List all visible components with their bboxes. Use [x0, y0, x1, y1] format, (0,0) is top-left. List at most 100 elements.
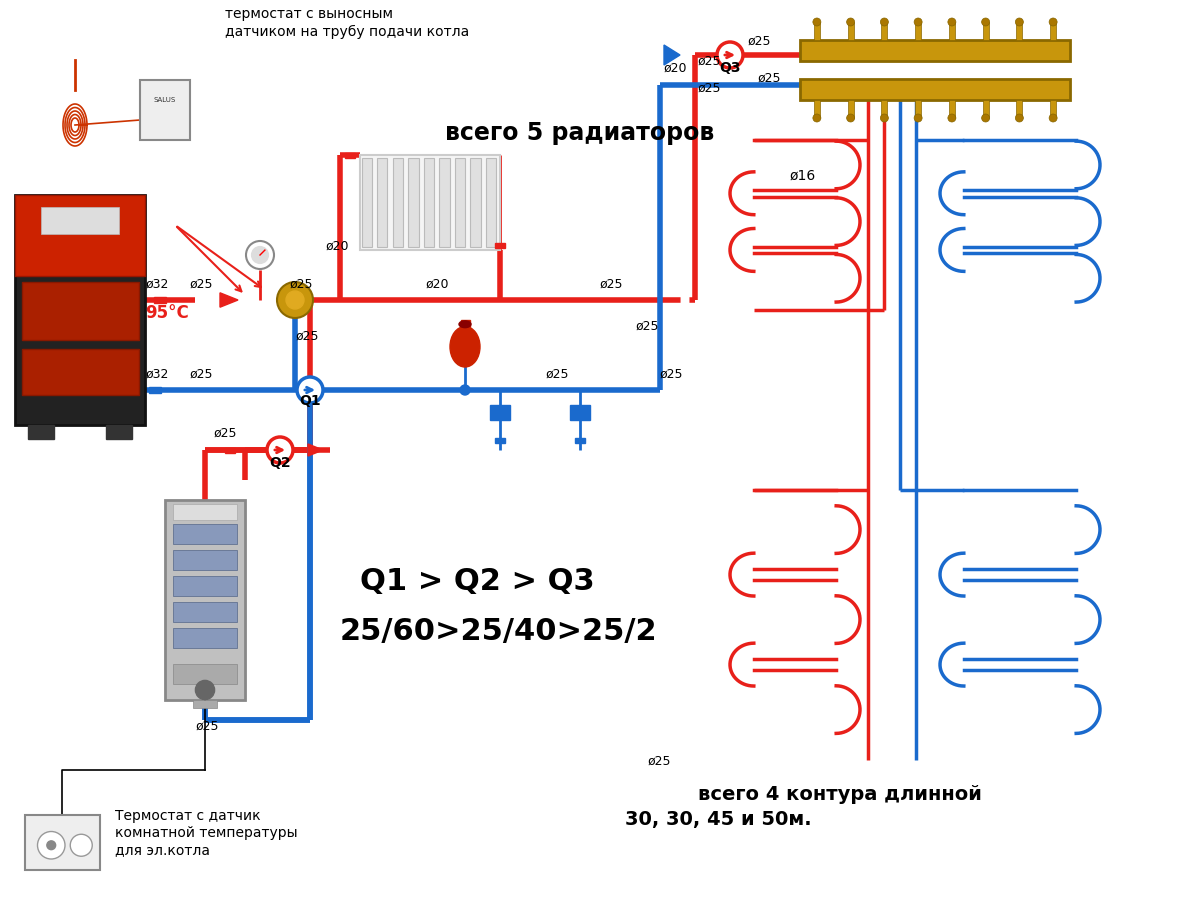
Text: ø25: ø25	[758, 72, 782, 85]
Circle shape	[813, 114, 821, 122]
Bar	[378, 158, 387, 247]
Circle shape	[71, 834, 92, 856]
Bar	[881, 100, 887, 118]
Text: ø25: ø25	[189, 368, 213, 381]
Circle shape	[880, 114, 888, 122]
Bar	[948, 22, 954, 40]
Circle shape	[880, 18, 888, 26]
Circle shape	[846, 114, 855, 122]
Text: ø25: ø25	[698, 55, 722, 68]
Text: 95°C: 95°C	[145, 304, 188, 322]
Text: ø25: ø25	[698, 82, 722, 95]
Bar	[495, 242, 505, 248]
Bar	[173, 524, 237, 544]
Bar	[149, 387, 161, 393]
Circle shape	[37, 832, 65, 859]
Polygon shape	[664, 45, 680, 65]
Bar	[1017, 22, 1023, 40]
Bar	[423, 158, 434, 247]
Circle shape	[460, 385, 470, 395]
Bar	[490, 405, 510, 420]
Bar	[454, 158, 465, 247]
Bar	[800, 40, 1070, 61]
Bar	[1017, 100, 1023, 118]
Text: Термостат с датчик: Термостат с датчик	[115, 809, 260, 823]
Text: всего 4 контура длинной: всего 4 контура длинной	[698, 785, 982, 804]
Text: ø20: ø20	[664, 62, 687, 75]
Circle shape	[277, 282, 313, 318]
Bar	[848, 22, 854, 40]
Circle shape	[47, 841, 55, 850]
Text: ø25: ø25	[647, 755, 671, 768]
Text: термостат с выносным: термостат с выносным	[225, 7, 393, 21]
Bar	[41, 206, 119, 234]
Text: комнатной температуры: комнатной температуры	[115, 826, 297, 840]
Bar	[486, 158, 496, 247]
Bar	[983, 22, 989, 40]
Bar	[140, 80, 189, 140]
Text: ø25: ø25	[600, 278, 623, 291]
Bar	[495, 437, 505, 443]
Bar	[814, 100, 820, 118]
Bar	[360, 155, 500, 250]
Bar	[16, 195, 145, 425]
Bar	[470, 158, 481, 247]
Bar	[570, 405, 590, 420]
Text: ø20: ø20	[424, 278, 448, 291]
Bar	[25, 815, 100, 870]
Bar	[22, 283, 139, 340]
Circle shape	[982, 114, 989, 122]
Bar	[173, 602, 237, 622]
Circle shape	[252, 247, 269, 264]
Text: ø25: ø25	[295, 330, 319, 343]
Text: ø25: ø25	[635, 320, 658, 333]
Text: ø25: ø25	[213, 427, 236, 440]
Text: SALUS: SALUS	[153, 97, 176, 103]
Circle shape	[948, 114, 956, 122]
Circle shape	[287, 291, 305, 309]
Text: ø32: ø32	[145, 368, 168, 381]
Text: ø25: ø25	[290, 278, 313, 291]
Circle shape	[813, 18, 821, 26]
Bar	[1050, 22, 1056, 40]
Text: ø32: ø32	[145, 278, 168, 291]
Bar	[173, 504, 237, 520]
Bar	[948, 100, 954, 118]
Bar	[106, 425, 132, 439]
Polygon shape	[308, 444, 323, 456]
Bar	[800, 79, 1070, 100]
Bar	[28, 425, 54, 439]
Text: Q1 > Q2 > Q3: Q1 > Q2 > Q3	[360, 567, 595, 596]
Circle shape	[914, 18, 922, 26]
Circle shape	[914, 114, 922, 122]
Bar	[16, 195, 145, 275]
Polygon shape	[219, 292, 237, 307]
Circle shape	[982, 18, 989, 26]
Bar	[439, 158, 450, 247]
Text: 25/60>25/40>25/2: 25/60>25/40>25/2	[341, 617, 657, 646]
Circle shape	[846, 18, 855, 26]
Bar	[814, 22, 820, 40]
Bar	[915, 100, 921, 118]
Bar	[576, 437, 585, 443]
Circle shape	[267, 437, 293, 463]
Text: Q2: Q2	[270, 456, 291, 470]
Bar	[173, 664, 237, 684]
Bar	[165, 500, 245, 700]
Bar	[881, 22, 887, 40]
Text: ø20: ø20	[325, 240, 349, 253]
Text: ø25: ø25	[659, 368, 683, 381]
Text: ø25: ø25	[189, 278, 213, 291]
Ellipse shape	[459, 321, 471, 328]
Bar	[915, 22, 921, 40]
Text: ø25: ø25	[748, 35, 771, 48]
Text: ø25: ø25	[546, 368, 568, 381]
Bar	[173, 628, 237, 648]
Ellipse shape	[450, 327, 480, 367]
Bar	[345, 152, 355, 158]
Text: ø16: ø16	[790, 169, 817, 183]
Bar	[193, 700, 217, 708]
Circle shape	[717, 42, 743, 68]
Circle shape	[297, 377, 323, 403]
Text: ø25: ø25	[195, 720, 218, 733]
